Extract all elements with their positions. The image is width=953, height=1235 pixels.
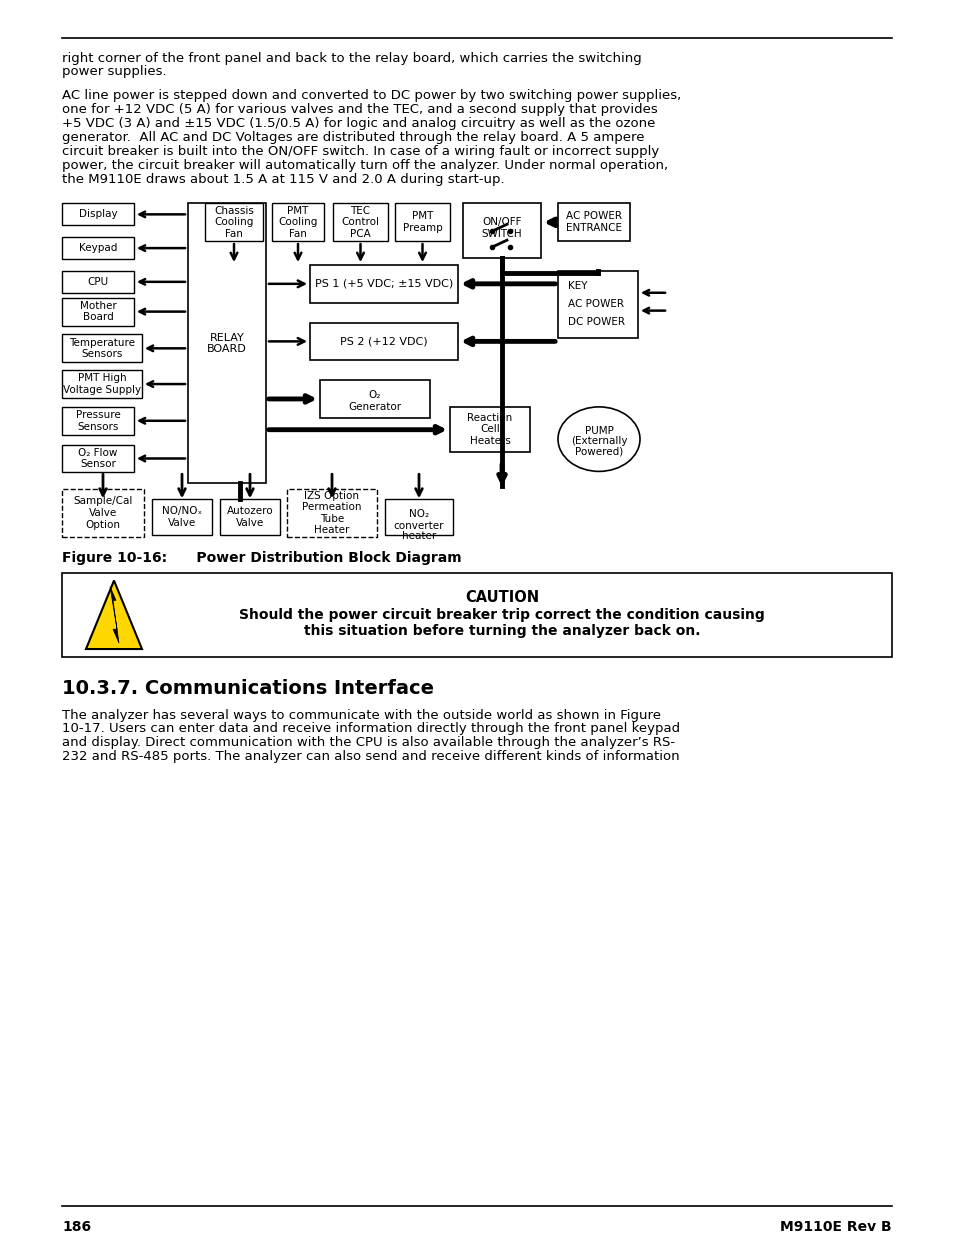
Text: NO₂: NO₂: [409, 509, 429, 519]
Bar: [62, 204, 133, 225]
Text: Figure 10-16:      Power Distribution Block Diagram: Figure 10-16: Power Distribution Block D…: [62, 551, 461, 564]
Bar: [205, 204, 263, 241]
Bar: [385, 499, 453, 535]
Ellipse shape: [558, 406, 639, 472]
Bar: [62, 489, 144, 537]
Polygon shape: [86, 580, 142, 650]
Bar: [462, 204, 540, 258]
Bar: [220, 499, 280, 535]
Text: PUMP: PUMP: [584, 426, 613, 436]
Text: KEY: KEY: [567, 280, 587, 291]
Text: Sample/Cal
Valve
Option: Sample/Cal Valve Option: [73, 496, 132, 530]
Text: generator.  All AC and DC Voltages are distributed through the relay board. A 5 : generator. All AC and DC Voltages are di…: [62, 131, 644, 144]
Text: the M9110E draws about 1.5 A at 115 V and 2.0 A during start-up.: the M9110E draws about 1.5 A at 115 V an…: [62, 173, 504, 185]
Text: circuit breaker is built into the ON/OFF switch. In case of a wiring fault or in: circuit breaker is built into the ON/OFF…: [62, 144, 659, 158]
Bar: [62, 370, 142, 398]
Text: power, the circuit breaker will automatically turn off the analyzer. Under norma: power, the circuit breaker will automati…: [62, 159, 667, 172]
Text: DC POWER: DC POWER: [567, 316, 624, 326]
Text: Reaction
Cell
Heaters: Reaction Cell Heaters: [467, 412, 512, 446]
Text: CAUTION: CAUTION: [464, 590, 538, 605]
Text: right corner of the front panel and back to the relay board, which carries the s: right corner of the front panel and back…: [62, 52, 641, 64]
Text: +5 VDC (3 A) and ±15 VDC (1.5/0.5 A) for logic and analog circuitry as well as t: +5 VDC (3 A) and ±15 VDC (1.5/0.5 A) for…: [62, 117, 655, 130]
Bar: [333, 204, 388, 241]
Text: M9110E Rev B: M9110E Rev B: [780, 1220, 891, 1234]
Text: power supplies.: power supplies.: [62, 65, 167, 79]
Bar: [188, 204, 266, 483]
Text: ON/OFF
SWITCH: ON/OFF SWITCH: [481, 217, 521, 238]
Text: TEC
Control
PCA: TEC Control PCA: [341, 206, 379, 238]
Bar: [62, 406, 133, 435]
Text: PMT High
Voltage Supply: PMT High Voltage Supply: [63, 373, 141, 395]
Text: O₂ Flow
Sensor: O₂ Flow Sensor: [78, 448, 117, 469]
Text: Powered): Powered): [575, 446, 622, 456]
Text: PS 1 (+5 VDC; ±15 VDC): PS 1 (+5 VDC; ±15 VDC): [314, 279, 453, 289]
Text: Autozero
Valve: Autozero Valve: [227, 506, 273, 527]
Text: Generator: Generator: [348, 401, 401, 412]
Text: PMT
Preamp: PMT Preamp: [402, 211, 442, 233]
Bar: [310, 266, 457, 303]
Text: AC POWER
ENTRANCE: AC POWER ENTRANCE: [565, 211, 621, 233]
Text: Display: Display: [78, 210, 117, 220]
Text: The analyzer has several ways to communicate with the outside world as shown in : The analyzer has several ways to communi…: [62, 709, 660, 721]
Text: AC line power is stepped down and converted to DC power by two switching power s: AC line power is stepped down and conver…: [62, 89, 680, 103]
Text: and display. Direct communication with the CPU is also available through the ana: and display. Direct communication with t…: [62, 736, 675, 750]
Text: Mother
Board: Mother Board: [79, 301, 116, 322]
Text: PMT
Cooling
Fan: PMT Cooling Fan: [278, 206, 317, 238]
Bar: [395, 204, 450, 241]
Bar: [558, 204, 629, 241]
Text: heater: heater: [401, 531, 436, 541]
Bar: [272, 204, 324, 241]
Text: 10-17. Users can enter data and receive information directly through the front p: 10-17. Users can enter data and receive …: [62, 722, 679, 736]
Text: 10.3.7. Communications Interface: 10.3.7. Communications Interface: [62, 679, 434, 698]
Bar: [62, 335, 142, 362]
Bar: [62, 445, 133, 472]
Text: AC POWER: AC POWER: [567, 299, 623, 309]
Text: IZS Option
Permeation
Tube
Heater: IZS Option Permeation Tube Heater: [302, 490, 361, 536]
Text: 232 and RS-485 ports. The analyzer can also send and receive different kinds of : 232 and RS-485 ports. The analyzer can a…: [62, 750, 679, 763]
Bar: [310, 322, 457, 361]
Text: O₂: O₂: [369, 390, 381, 400]
Text: (Externally: (Externally: [570, 436, 626, 446]
Text: 186: 186: [62, 1220, 91, 1234]
Text: NO/NOₓ
Valve: NO/NOₓ Valve: [162, 506, 202, 527]
Polygon shape: [110, 587, 119, 643]
Bar: [62, 270, 133, 293]
Bar: [558, 270, 638, 338]
Text: converter: converter: [394, 521, 444, 531]
Bar: [287, 489, 376, 537]
Text: this situation before turning the analyzer back on.: this situation before turning the analyz…: [303, 624, 700, 638]
Bar: [319, 380, 430, 417]
Text: Chassis
Cooling
Fan: Chassis Cooling Fan: [213, 206, 253, 238]
Bar: [152, 499, 212, 535]
Text: Should the power circuit breaker trip correct the condition causing: Should the power circuit breaker trip co…: [239, 609, 764, 622]
Bar: [450, 406, 530, 452]
Text: Keypad: Keypad: [79, 243, 117, 253]
Bar: [62, 298, 133, 326]
Bar: [62, 573, 891, 657]
Text: Temperature
Sensors: Temperature Sensors: [69, 337, 135, 359]
Text: RELAY
BOARD: RELAY BOARD: [207, 332, 247, 354]
Text: one for +12 VDC (5 A) for various valves and the TEC, and a second supply that p: one for +12 VDC (5 A) for various valves…: [62, 104, 657, 116]
Text: CPU: CPU: [88, 277, 109, 287]
Bar: [62, 237, 133, 259]
Text: PS 2 (+12 VDC): PS 2 (+12 VDC): [340, 336, 427, 346]
Text: Pressure
Sensors: Pressure Sensors: [75, 410, 120, 431]
